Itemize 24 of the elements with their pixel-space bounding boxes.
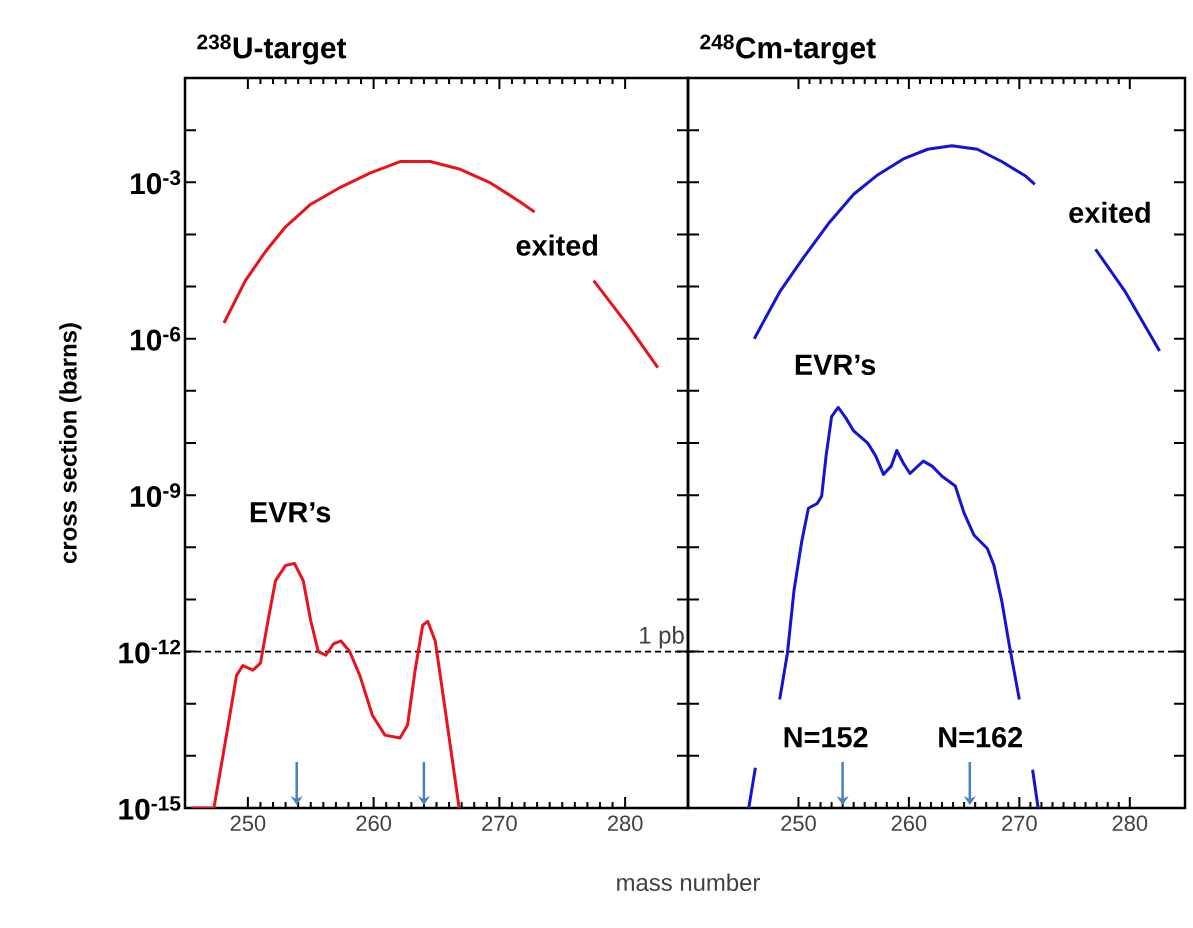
chart-title: $^{238}$U-target bbox=[197, 34, 347, 65]
x-tick-label: 270 bbox=[1002, 815, 1037, 832]
ref-line-label: 1 pb bbox=[640, 626, 684, 649]
x-tick-label: 260 bbox=[891, 815, 927, 832]
y-tick-label: 10$^{-6}$ bbox=[131, 326, 181, 351]
x-tick-label: 280 bbox=[607, 815, 643, 832]
x-tick-label: 250 bbox=[781, 815, 816, 832]
x-tick-label: 260 bbox=[356, 815, 392, 832]
x-axis-title: mass number bbox=[617, 873, 760, 892]
annotation: N=162 bbox=[939, 726, 1023, 748]
x-tick-label: 280 bbox=[1112, 815, 1148, 832]
x-tick-label: 270 bbox=[482, 815, 517, 832]
annotation: exited bbox=[516, 234, 598, 256]
chart-title: $^{248}$Cm-target bbox=[700, 34, 876, 65]
annotation: N=152 bbox=[784, 726, 868, 748]
annotation: exited bbox=[1069, 201, 1150, 223]
y-tick-label: 10$^{-3}$ bbox=[131, 170, 181, 195]
annotation: EVR’s bbox=[795, 354, 876, 375]
y-axis-title: cross section (barns) bbox=[59, 323, 82, 563]
annotation: EVR’s bbox=[250, 502, 331, 523]
y-tick-label: 10$^{-9}$ bbox=[131, 483, 181, 508]
y-tick-label: 10$^{-15}$ bbox=[119, 796, 181, 820]
y-tick-label: 10$^{-12}$ bbox=[119, 639, 181, 664]
x-tick-label: 250 bbox=[230, 815, 266, 832]
